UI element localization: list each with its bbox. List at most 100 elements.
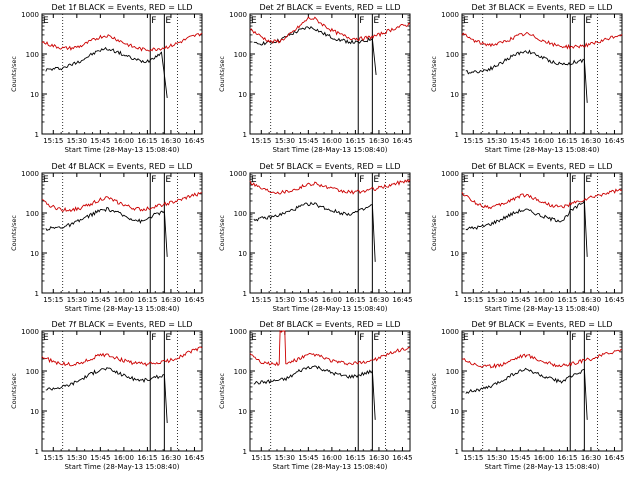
x-tick-label: 16:45 [604, 296, 624, 304]
x-axis-label: Start Time (28-May-13 15:08:40) [484, 305, 599, 313]
x-tick-label: 16:00 [534, 296, 554, 304]
y-axis-label: Counts/sec [218, 215, 226, 251]
y-tick-label: 1 [243, 131, 247, 139]
panel-title: Det 4f BLACK = Events, RED = LLD [51, 162, 192, 171]
plot-frame [41, 330, 203, 452]
flag-label: F [571, 16, 576, 26]
x-tick-label: 16:00 [322, 296, 342, 304]
flag-label: E [43, 175, 49, 185]
x-tick-label: 16:30 [161, 454, 181, 462]
y-tick-label: 100 [26, 51, 39, 59]
x-tick-label: 15:30 [67, 137, 87, 145]
series-line-events [45, 46, 168, 98]
x-tick-label: 15:45 [510, 137, 530, 145]
flag-label: F [151, 175, 156, 185]
x-tick-label: 16:00 [322, 454, 342, 462]
x-tick-label: 15:45 [510, 296, 530, 304]
x-tick-label: 16:30 [369, 137, 389, 145]
flag-label: E [165, 16, 171, 26]
y-tick-label: 1000 [441, 328, 459, 336]
x-tick-label: 16:00 [322, 137, 342, 145]
y-axis-label: Counts/sec [10, 56, 18, 92]
panel-3: Det 3f BLACK = Events, RED = LLD 1 10 100 10… [430, 3, 625, 154]
y-tick-label: 10 [238, 408, 247, 416]
y-tick-label: 1 [455, 131, 459, 139]
y-tick-label: 1000 [441, 170, 459, 178]
series-line-lld [41, 191, 202, 213]
x-tick-label: 15:15 [43, 296, 63, 304]
flag-label: E [43, 16, 49, 26]
flag-label: E [165, 175, 171, 185]
x-tick-label: 16:15 [137, 296, 157, 304]
y-axis-label: Counts/sec [10, 215, 18, 251]
flag-label: E [251, 16, 257, 26]
panel-5: Det 5f BLACK = Events, RED = LLD 1 10 100 10… [218, 162, 413, 313]
flag-label: E [251, 175, 257, 185]
x-tick-label: 16:15 [345, 454, 365, 462]
panel-title: Det 2f BLACK = Events, RED = LLD [259, 3, 400, 12]
flag-label: E [585, 333, 591, 343]
panel-1: Det 1f BLACK = Events, RED = LLD 1 10 100 10… [10, 3, 205, 154]
x-tick-label: 16:15 [137, 137, 157, 145]
y-tick-label: 1000 [21, 11, 39, 19]
x-tick-label: 16:00 [534, 454, 554, 462]
y-tick-label: 10 [30, 250, 39, 258]
y-tick-label: 1000 [441, 11, 459, 19]
y-tick-label: 1 [35, 290, 39, 298]
x-tick-label: 16:30 [369, 454, 389, 462]
series-line-lld [461, 188, 623, 210]
x-tick-label: 15:30 [487, 137, 507, 145]
x-tick-label: 16:15 [345, 137, 365, 145]
flag-label: E [463, 16, 469, 26]
y-tick-label: 1000 [229, 328, 247, 336]
x-axis-label: Start Time (28-May-13 15:08:40) [64, 305, 179, 313]
y-tick-label: 100 [234, 368, 247, 376]
x-tick-label: 16:00 [534, 137, 554, 145]
x-tick-label: 15:30 [487, 296, 507, 304]
panel-title: Det 6f BLACK = Events, RED = LLD [471, 162, 612, 171]
y-axis-label: Counts/sec [430, 56, 438, 92]
flag-label: E [251, 333, 257, 343]
x-axis-label: Start Time (28-May-13 15:08:40) [64, 146, 179, 154]
x-tick-label: 16:45 [184, 137, 204, 145]
y-tick-label: 10 [450, 408, 459, 416]
flag-label: E [373, 333, 379, 343]
y-axis-label: Counts/sec [430, 215, 438, 251]
panel-title: Det 7f BLACK = Events, RED = LLD [51, 320, 192, 329]
x-tick-label: 15:15 [43, 137, 63, 145]
panel-title: Det 5f BLACK = Events, RED = LLD [259, 162, 400, 171]
x-tick-label: 16:45 [184, 296, 204, 304]
x-axis-label: Start Time (28-May-13 15:08:40) [484, 463, 599, 471]
x-tick-label: 15:30 [275, 137, 295, 145]
x-tick-label: 16:30 [369, 296, 389, 304]
y-tick-label: 100 [26, 368, 39, 376]
panel-8: Det 8f BLACK = Events, RED = LLD 1 10 100 10… [218, 320, 413, 471]
y-tick-label: 1000 [21, 328, 39, 336]
x-tick-label: 15:45 [298, 137, 318, 145]
y-axis-label: Counts/sec [430, 373, 438, 409]
flag-label: E [373, 16, 379, 26]
x-tick-label: 15:15 [463, 137, 483, 145]
y-tick-label: 100 [234, 210, 247, 218]
x-tick-label: 16:30 [581, 454, 601, 462]
y-tick-label: 100 [446, 368, 459, 376]
series-line-events [45, 206, 168, 257]
panel-title: Det 8f BLACK = Events, RED = LLD [259, 320, 400, 329]
plot-frame [461, 13, 623, 135]
plot-frame [249, 172, 411, 294]
series-line-events [253, 25, 377, 75]
x-tick-label: 16:15 [557, 137, 577, 145]
series-line-lld [41, 32, 203, 52]
y-tick-label: 100 [446, 51, 459, 59]
y-tick-label: 10 [30, 91, 39, 99]
flag-label: E [373, 175, 379, 185]
plot-frame [249, 13, 411, 135]
x-tick-label: 16:45 [184, 454, 204, 462]
series-line-lld [461, 31, 623, 50]
y-tick-label: 1 [455, 290, 459, 298]
y-axis-label: Counts/sec [10, 373, 18, 409]
series-line-lld [249, 179, 411, 195]
y-tick-label: 1 [455, 448, 459, 456]
x-tick-label: 16:45 [392, 296, 412, 304]
series-line-events [253, 365, 376, 420]
